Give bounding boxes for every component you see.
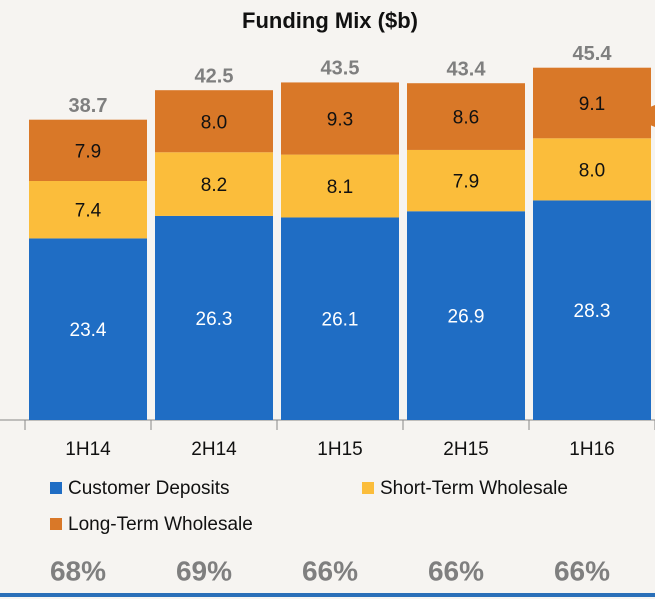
bar-segment xyxy=(155,152,273,216)
data-label: 26.1 xyxy=(322,310,359,331)
x-tick-label: 1H15 xyxy=(317,439,362,460)
bar-segment xyxy=(29,238,147,420)
data-label: 26.3 xyxy=(196,309,233,330)
data-label: 8.6 xyxy=(453,108,479,129)
bar-segment xyxy=(533,67,651,139)
legend-label: Long-Term Wholesale xyxy=(68,514,253,535)
bar-segment xyxy=(407,149,525,212)
bar-segment xyxy=(407,83,525,150)
bar-segment xyxy=(155,215,273,420)
total-label: 45.4 xyxy=(573,43,613,65)
bar-segment xyxy=(407,211,525,420)
legend-swatch xyxy=(50,482,62,494)
data-label: 7.9 xyxy=(75,141,101,162)
total-label: 38.7 xyxy=(69,95,108,117)
x-tick-label: 1H14 xyxy=(65,439,111,460)
chart-title: Funding Mix ($b) xyxy=(242,8,418,33)
data-label: 28.3 xyxy=(574,301,611,322)
total-label: 43.4 xyxy=(447,58,487,80)
bar-segment xyxy=(29,180,147,239)
data-label: 7.9 xyxy=(453,172,479,193)
footer-label: 66% xyxy=(554,555,610,586)
total-label: 43.5 xyxy=(321,58,360,80)
total-label: 42.5 xyxy=(195,65,234,87)
footer-label: 66% xyxy=(428,555,484,586)
legend-label: Short-Term Wholesale xyxy=(380,478,568,499)
footer-label: 66% xyxy=(302,555,358,586)
data-label: 23.4 xyxy=(70,320,107,341)
data-label: 8.1 xyxy=(327,177,353,198)
data-label: 7.4 xyxy=(75,201,102,222)
bar-segment xyxy=(281,154,399,218)
bar-segment xyxy=(533,200,651,420)
bar-segment xyxy=(281,217,399,420)
data-label: 9.1 xyxy=(579,94,605,115)
footer-label: 68% xyxy=(50,555,106,586)
footer-label: 69% xyxy=(176,555,232,586)
legend-swatch xyxy=(362,482,374,494)
data-label: 9.3 xyxy=(327,110,353,131)
x-tick-label: 2H14 xyxy=(191,439,237,460)
bar-segment xyxy=(29,119,147,181)
data-label: 8.0 xyxy=(579,160,605,181)
data-label: 8.0 xyxy=(201,112,227,133)
x-tick-label: 2H15 xyxy=(443,439,488,460)
bar-segment xyxy=(281,82,399,155)
data-label: 26.9 xyxy=(448,307,485,328)
legend-label: Customer Deposits xyxy=(68,478,230,499)
legend-swatch xyxy=(50,518,62,530)
data-label: 8.2 xyxy=(201,175,227,196)
x-tick-label: 1H16 xyxy=(569,439,614,460)
bar-segment xyxy=(155,90,273,153)
bar-segment xyxy=(533,138,651,201)
